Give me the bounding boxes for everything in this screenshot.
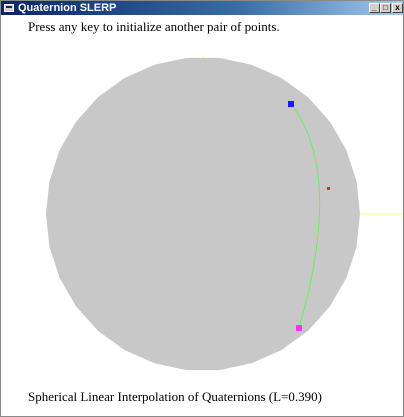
unit-sphere: [46, 57, 360, 371]
interpolation-value: 0.390: [288, 389, 318, 404]
end-point: [296, 325, 302, 331]
interpolated-point: [327, 187, 330, 190]
maximize-button[interactable]: □: [380, 3, 391, 13]
window-title: Quaternion SLERP: [18, 2, 117, 14]
app-icon[interactable]: [4, 4, 14, 12]
sphere-scene: [46, 55, 403, 371]
status-caption: Spherical Linear Interpolation of Quater…: [28, 389, 322, 405]
slerp-arc: [290, 103, 321, 329]
minimize-button[interactable]: _: [369, 3, 380, 13]
instruction-text: Press any key to initialize another pair…: [28, 19, 280, 34]
render-canvas[interactable]: Press any key to initialize another pair…: [2, 15, 403, 416]
title-bar[interactable]: Quaternion SLERP _ □ x: [1, 1, 403, 15]
start-point: [288, 101, 294, 107]
caption-suffix: ): [317, 389, 322, 404]
close-button[interactable]: x: [392, 3, 403, 13]
caption-prefix: Spherical Linear Interpolation of Quater…: [28, 389, 289, 404]
